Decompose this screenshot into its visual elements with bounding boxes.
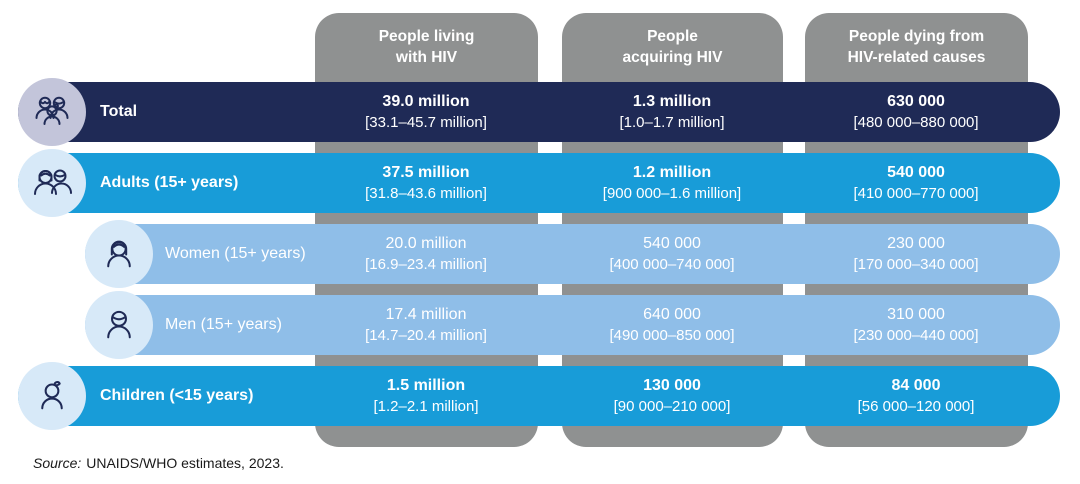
cell-value: 1.5 million [386, 377, 466, 394]
row-label-women: Women (15+ years) [165, 245, 306, 262]
cell-range: [14.7–20.4 million] [365, 327, 487, 344]
cell-value: 84 000 [891, 377, 941, 394]
row-label-adults: Adults (15+ years) [100, 174, 239, 191]
cell-children-dying: 84 000 [56 000–120 000] [796, 366, 1036, 426]
cell-men-living: 17.4 million [14.7–20.4 million] [306, 295, 546, 355]
cell-men-acquiring: 640 000 [490 000–850 000] [552, 295, 792, 355]
cell-value: 20.0 million [385, 235, 467, 252]
woman-icon [85, 220, 153, 288]
column-header-line2: with HIV [395, 49, 458, 66]
cell-range: [900 000–1.6 million] [602, 185, 742, 202]
family-icon [18, 78, 86, 146]
child-icon [18, 362, 86, 430]
column-header-line2: HIV-related causes [847, 49, 986, 66]
adults-icon [18, 149, 86, 217]
cell-women-dying: 230 000 [170 000–340 000] [796, 224, 1036, 284]
cell-value: 1.3 million [632, 93, 712, 110]
source-text: UNAIDS/WHO estimates, 2023. [86, 455, 284, 471]
cell-adults-living: 37.5 million [31.8–43.6 million] [306, 153, 546, 213]
cell-value: 540 000 [887, 164, 945, 181]
source-note: Source: UNAIDS/WHO estimates, 2023. [33, 455, 284, 471]
cell-range: [33.1–45.7 million] [365, 114, 487, 131]
table-row-women: Women (15+ years) [85, 220, 1060, 288]
cell-value: 39.0 million [382, 93, 470, 110]
cell-total-acquiring: 1.3 million [1.0–1.7 million] [552, 82, 792, 142]
cell-value: 640 000 [643, 306, 701, 323]
table-row-children: Children (<15 years) [18, 362, 1060, 430]
cell-adults-dying: 540 000 [410 000–770 000] [796, 153, 1036, 213]
cell-value: 17.4 million [385, 306, 467, 323]
table-row-men: Men (15+ years) [85, 291, 1060, 359]
cell-children-acquiring: 130 000 [90 000–210 000] [552, 366, 792, 426]
cell-value: 230 000 [887, 235, 945, 252]
row-label-total: Total [100, 103, 138, 120]
row-label-men: Men (15+ years) [165, 316, 282, 333]
cell-range: [230 000–440 000] [853, 327, 979, 344]
column-header: People living with HIV [315, 13, 538, 68]
column-header: People acquiring HIV [562, 13, 783, 68]
cell-women-acquiring: 540 000 [400 000–740 000] [552, 224, 792, 284]
cell-range: [400 000–740 000] [609, 256, 735, 273]
cell-women-living: 20.0 million [16.9–23.4 million] [306, 224, 546, 284]
cell-range: [16.9–23.4 million] [365, 256, 487, 273]
cell-men-dying: 310 000 [230 000–440 000] [796, 295, 1036, 355]
cell-value: 37.5 million [382, 164, 470, 181]
man-icon [85, 291, 153, 359]
cell-value: 310 000 [887, 306, 945, 323]
cell-range: [56 000–120 000] [857, 398, 975, 415]
cell-adults-acquiring: 1.2 million [900 000–1.6 million] [552, 153, 792, 213]
cell-range: [31.8–43.6 million] [365, 185, 487, 202]
table-row-adults: Adults (15+ years) [18, 149, 1060, 217]
cell-range: [490 000–850 000] [609, 327, 735, 344]
table-row-total: Total [18, 78, 1060, 146]
cell-value: 1.2 million [632, 164, 712, 181]
column-header-line1: People [647, 28, 698, 45]
cell-range: [170 000–340 000] [853, 256, 979, 273]
cell-total-dying: 630 000 [480 000–880 000] [796, 82, 1036, 142]
cell-total-living: 39.0 million [33.1–45.7 million] [306, 82, 546, 142]
column-header-line2: acquiring HIV [622, 49, 723, 66]
cell-value: 540 000 [643, 235, 701, 252]
source-label: Source: [33, 455, 82, 471]
cell-range: [480 000–880 000] [853, 114, 979, 131]
cell-range: [410 000–770 000] [853, 185, 979, 202]
cell-range: [1.0–1.7 million] [619, 114, 725, 131]
cell-value: 630 000 [887, 93, 945, 110]
column-header-line1: People dying from [848, 28, 985, 45]
cell-range: [1.2–2.1 million] [373, 398, 479, 415]
column-header-line1: People living [378, 28, 475, 45]
cell-value: 130 000 [643, 377, 701, 394]
column-header: People dying from HIV-related causes [805, 13, 1028, 68]
cell-children-living: 1.5 million [1.2–2.1 million] [306, 366, 546, 426]
row-label-children: Children (<15 years) [100, 387, 254, 404]
cell-range: [90 000–210 000] [613, 398, 731, 415]
